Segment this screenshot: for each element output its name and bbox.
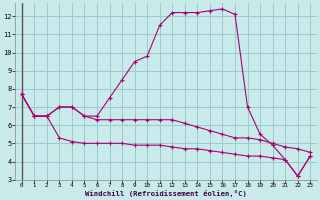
X-axis label: Windchill (Refroidissement éolien,°C): Windchill (Refroidissement éolien,°C) bbox=[85, 190, 247, 197]
